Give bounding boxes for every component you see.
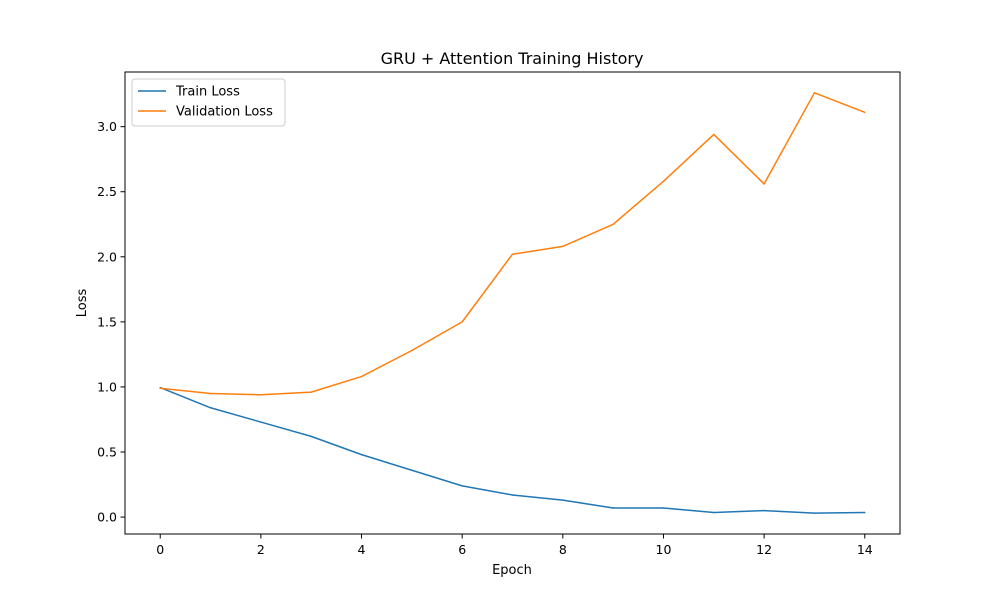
data-point-train-loss: [360, 453, 363, 456]
y-tick-label: 2.0: [97, 249, 117, 264]
data-point-train-loss: [411, 469, 413, 471]
x-tick-label: 14: [857, 542, 873, 557]
data-point-train-loss: [562, 499, 564, 501]
y-tick-label: 0.0: [97, 510, 117, 525]
y-tick-label: 2.5: [97, 184, 117, 199]
x-tick-label: 6: [458, 542, 466, 557]
chart-title: GRU + Attention Training History: [381, 49, 644, 68]
data-point-train-loss: [713, 511, 715, 514]
data-point-validation-loss: [461, 321, 463, 323]
data-point-train-loss: [813, 512, 816, 514]
data-point-validation-loss: [864, 111, 866, 114]
data-point-validation-loss: [662, 180, 665, 183]
data-point-validation-loss: [260, 394, 262, 396]
legend-box: [131, 78, 286, 127]
legend-label-validation-loss: Validation Loss: [176, 105, 273, 120]
data-point-validation-loss: [511, 253, 514, 255]
legend-label-train-loss: Train Loss: [175, 85, 240, 100]
data-point-validation-loss: [562, 245, 564, 248]
x-tick-label: 10: [656, 542, 672, 557]
data-point-validation-loss: [310, 391, 312, 393]
data-point-train-loss: [511, 494, 514, 496]
data-point-train-loss: [209, 407, 212, 409]
data-point-validation-loss: [763, 183, 765, 185]
x-tick-label: 0: [156, 542, 164, 557]
x-tick-label: 2: [257, 542, 265, 557]
series-layer: [159, 92, 866, 514]
data-point-validation-loss: [159, 387, 161, 389]
x-axis-label: Epoch: [492, 563, 532, 578]
data-point-train-loss: [310, 435, 312, 438]
legend: Train Loss Validation Loss: [131, 78, 286, 127]
y-tick-label: 3.0: [97, 119, 117, 134]
data-point-validation-loss: [209, 392, 212, 395]
data-point-train-loss: [763, 509, 765, 512]
data-point-validation-loss: [360, 375, 363, 378]
data-point-train-loss: [260, 421, 262, 423]
data-point-train-loss: [461, 485, 463, 487]
x-tick-label: 8: [559, 542, 567, 557]
data-point-train-loss: [662, 507, 665, 509]
plot-frame: [124, 71, 901, 535]
data-point-validation-loss: [612, 223, 614, 226]
y-axis: 0.0 0.5 1.0 1.5 2.0 2.5 3.0: [97, 119, 125, 525]
x-tick-label: 12: [756, 542, 772, 557]
x-axis: 0 2 4 6 8 10 12 14: [156, 534, 873, 557]
x-tick-label: 4: [358, 542, 366, 557]
data-point-validation-loss: [411, 349, 413, 352]
y-tick-label: 0.5: [97, 445, 117, 460]
y-tick-label: 1.5: [97, 314, 117, 329]
data-point-validation-loss: [813, 92, 816, 94]
data-point-validation-loss: [713, 133, 715, 136]
y-axis-label: Loss: [75, 289, 90, 318]
y-tick-label: 1.0: [97, 379, 117, 394]
data-point-train-loss: [612, 507, 614, 509]
data-point-train-loss: [864, 511, 866, 514]
